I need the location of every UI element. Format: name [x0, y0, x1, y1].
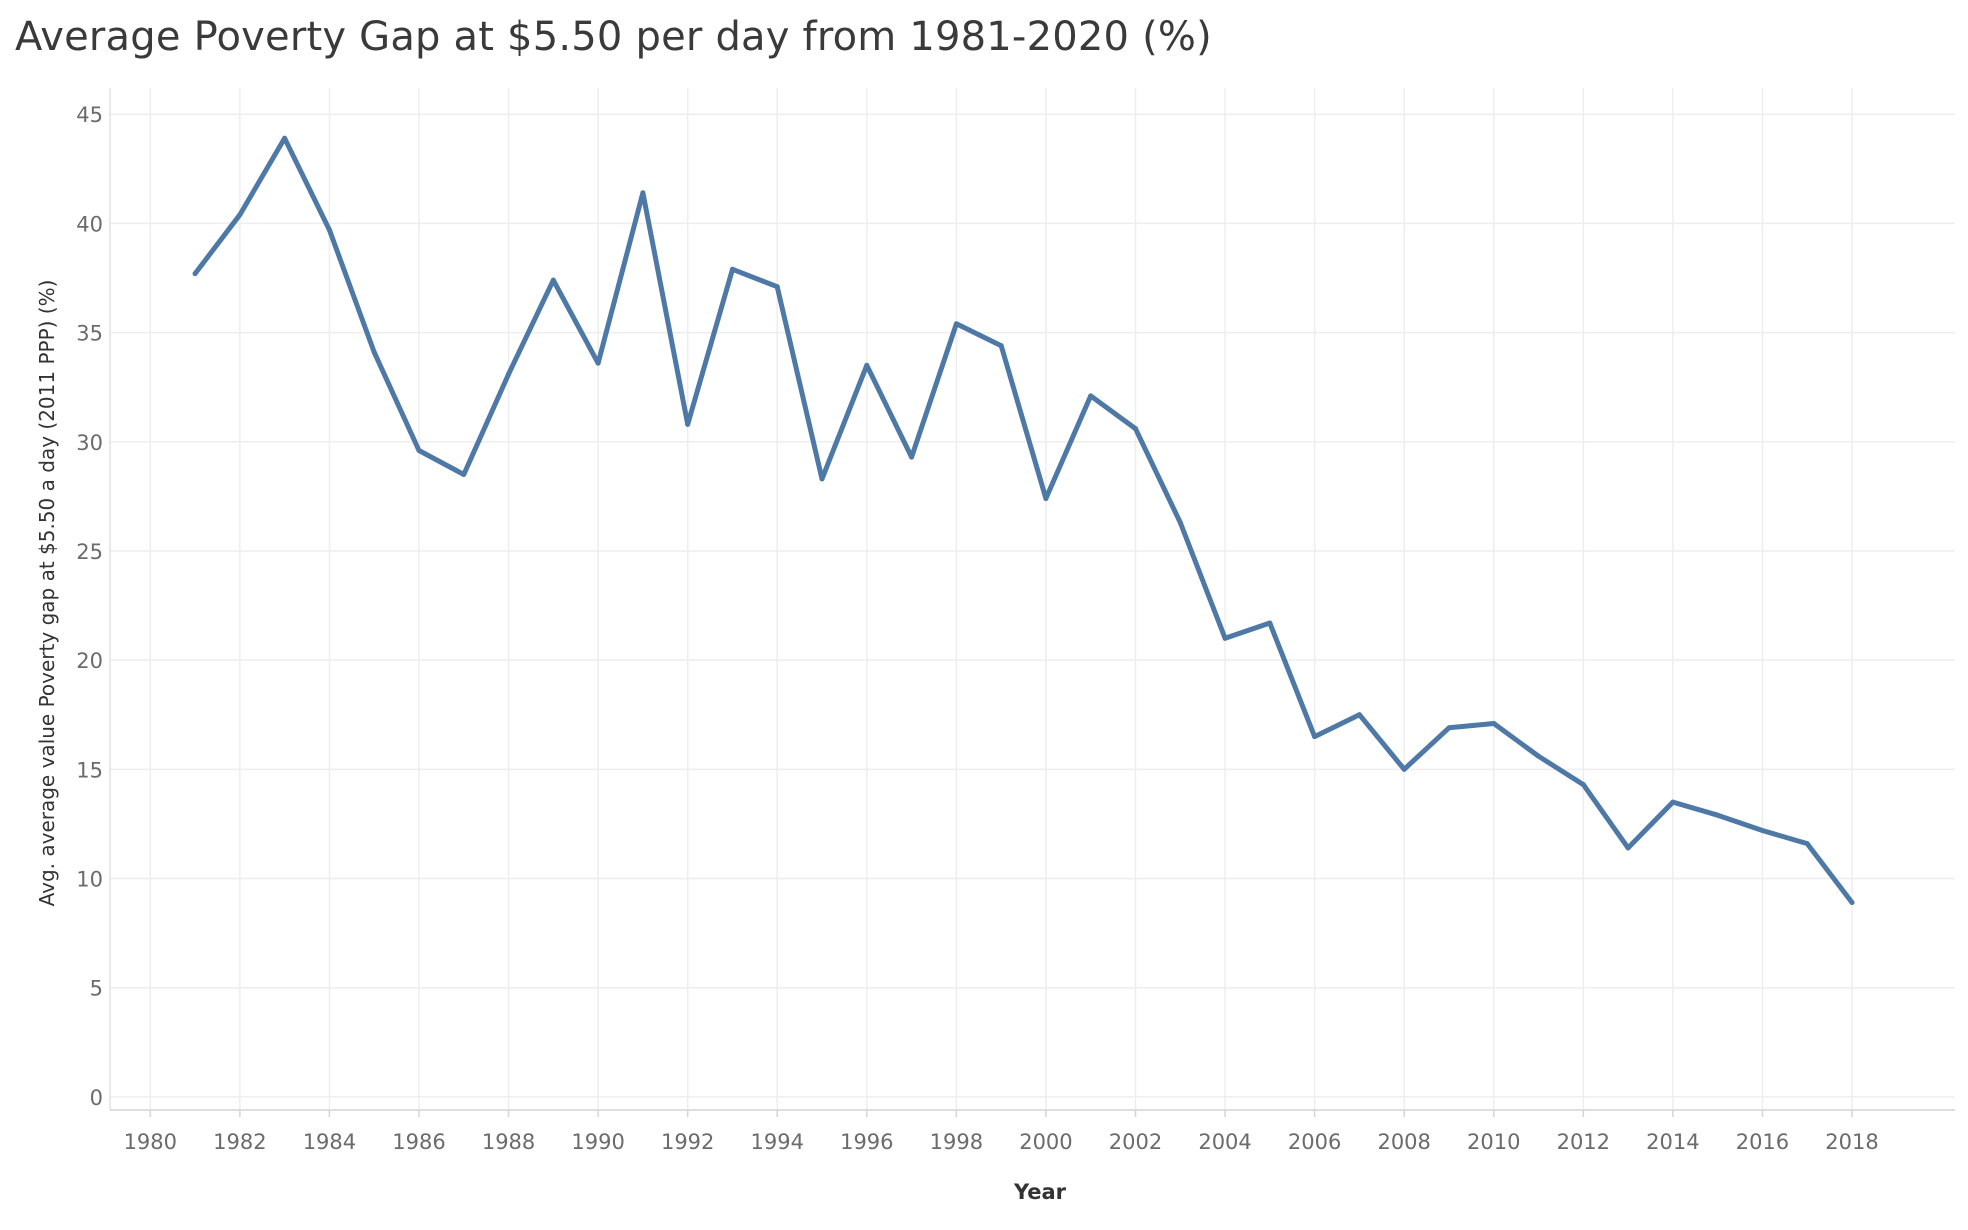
data-point [506, 371, 512, 377]
y-tick-label: 45 [76, 103, 103, 127]
data-point [1043, 496, 1049, 502]
y-tick-label: 20 [76, 649, 103, 673]
data-point [1715, 812, 1721, 818]
data-point [1491, 720, 1497, 726]
data-point [819, 476, 825, 482]
data-point [1849, 900, 1855, 906]
data-point [326, 227, 332, 233]
data-point [1759, 827, 1765, 833]
y-tick-label: 10 [76, 868, 103, 892]
x-tick-label: 2014 [1646, 1130, 1699, 1154]
data-point [1536, 753, 1542, 759]
data-point [640, 190, 646, 196]
x-tick-labels: 1980 1982 1984 1986 1988 1990 1992 1994 1996 1998… [124, 1130, 1879, 1154]
data-point [595, 360, 601, 366]
x-tick-label: 2000 [1019, 1130, 1072, 1154]
y-tick-label: 35 [76, 322, 103, 346]
x-axis-title: Year [1013, 1180, 1067, 1204]
y-tick-label: 0 [90, 1086, 103, 1110]
data-point [774, 284, 780, 290]
x-tick-label: 1980 [124, 1130, 177, 1154]
chart-title: Average Poverty Gap at $5.50 per day fro… [15, 14, 1212, 60]
data-point [1088, 393, 1094, 399]
y-axis-title: Avg. average value Poverty gap at $5.50 … [35, 280, 59, 907]
data-point [953, 321, 959, 327]
data-point [1312, 734, 1318, 740]
axes [109, 88, 1955, 1117]
data-point [1356, 712, 1362, 718]
x-tick-label: 1988 [482, 1130, 535, 1154]
x-tick-label: 2006 [1288, 1130, 1341, 1154]
y-tick-label: 15 [76, 758, 103, 782]
data-point [685, 421, 691, 427]
data-point [909, 454, 915, 460]
data-point [729, 266, 735, 272]
y-tick-labels: 0 5 10 15 20 25 30 35 40 45 [76, 103, 103, 1110]
x-gridlines [149, 88, 1853, 1110]
data-point [1446, 725, 1452, 731]
x-tick-label: 1984 [303, 1130, 356, 1154]
y-tick-label: 5 [90, 977, 103, 1001]
data-point [1625, 845, 1631, 851]
y-gridlines [110, 113, 1955, 1098]
x-tick-label: 1986 [392, 1130, 445, 1154]
data-point [371, 349, 377, 355]
data-point [998, 343, 1004, 349]
x-tick-label: 2004 [1198, 1130, 1251, 1154]
x-tick-label: 1982 [213, 1130, 266, 1154]
x-tick-label: 2016 [1736, 1130, 1789, 1154]
data-point [1401, 766, 1407, 772]
data-point [1804, 841, 1810, 847]
x-tick-label: 2018 [1825, 1130, 1878, 1154]
x-tick-label: 2008 [1377, 1130, 1430, 1154]
y-tick-label: 40 [76, 212, 103, 236]
data-point [416, 448, 422, 454]
data-point [1177, 520, 1183, 526]
x-tick-label: 1992 [661, 1130, 714, 1154]
x-tick-label: 1990 [571, 1130, 624, 1154]
x-tick-label: 2010 [1467, 1130, 1520, 1154]
data-point [237, 212, 243, 218]
data-point [1267, 620, 1273, 626]
y-tick-label: 30 [76, 431, 103, 455]
series-line [192, 135, 1855, 905]
x-tick-label: 1998 [930, 1130, 983, 1154]
data-point [1222, 635, 1228, 641]
x-tick-label: 2002 [1109, 1130, 1162, 1154]
x-tick-label: 1996 [840, 1130, 893, 1154]
data-point [1132, 426, 1138, 432]
data-point [461, 472, 467, 478]
x-tick-label: 1994 [751, 1130, 804, 1154]
x-tick-label: 2012 [1557, 1130, 1610, 1154]
data-point [282, 135, 288, 141]
series-group [192, 135, 1855, 906]
data-point [1670, 799, 1676, 805]
data-point [864, 362, 870, 368]
y-tick-label: 25 [76, 540, 103, 564]
data-point [1580, 782, 1586, 788]
data-point [550, 277, 556, 283]
data-point [192, 271, 198, 277]
